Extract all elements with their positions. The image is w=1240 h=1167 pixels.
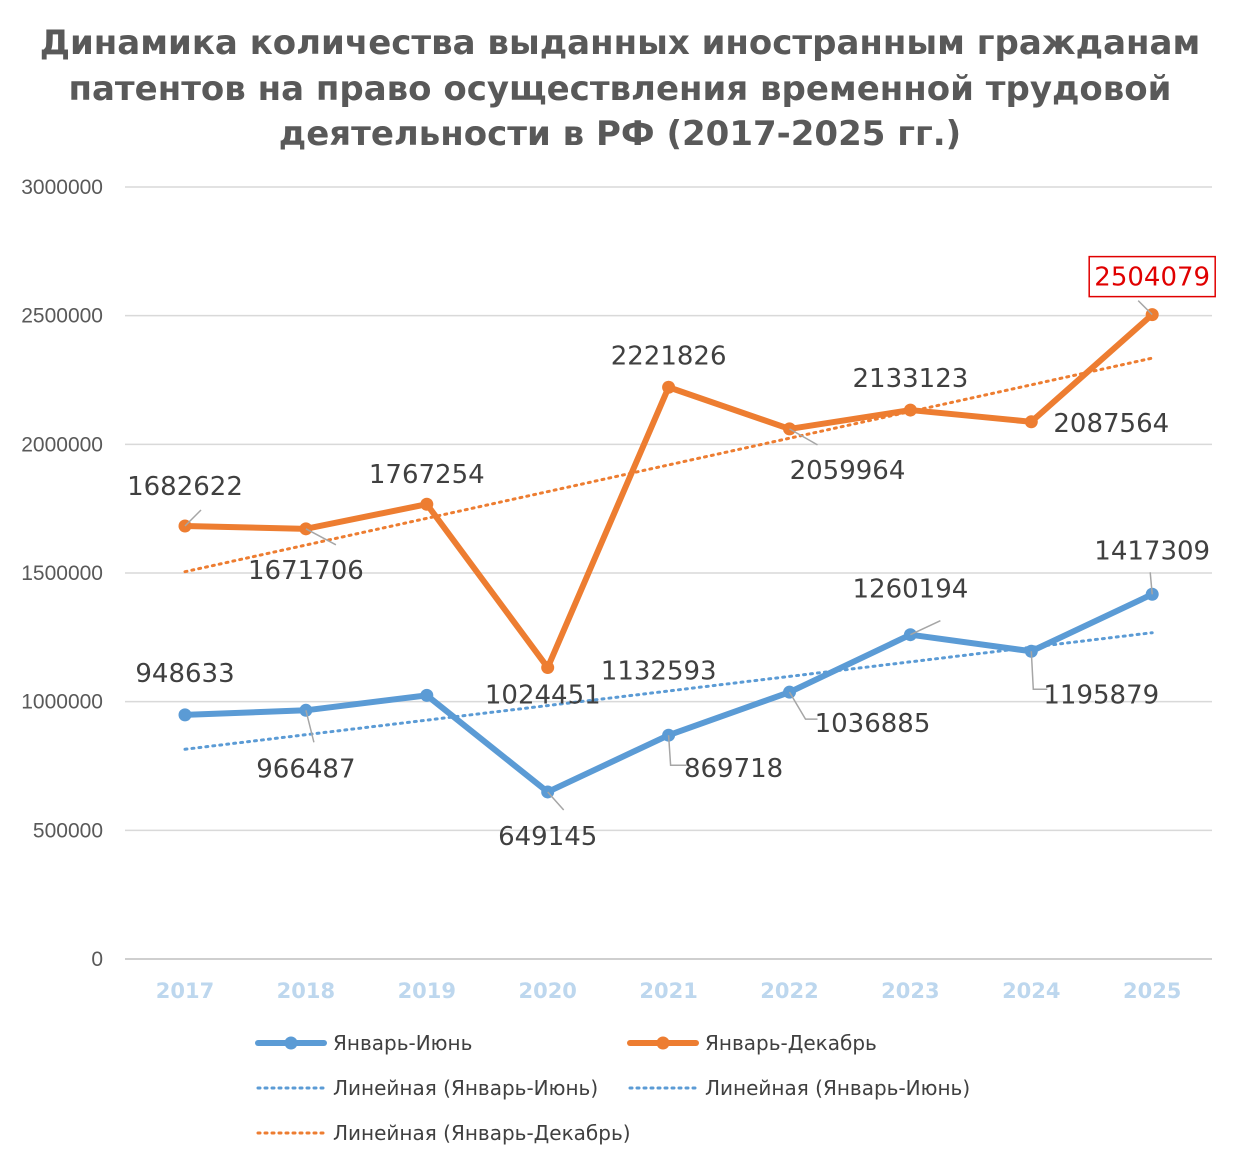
data-label: 948633 xyxy=(135,659,234,689)
legend-label: Линейная (Январь-Июнь) xyxy=(333,1076,598,1100)
leader-line xyxy=(910,620,941,636)
trendline xyxy=(183,631,1154,751)
data-label: 1682622 xyxy=(127,472,243,502)
data-label: 1024451 xyxy=(485,680,601,710)
x-tick-label: 2023 xyxy=(881,979,939,1003)
chart-title: Динамика количества выданных иностранным… xyxy=(40,23,1201,154)
data-label: 1036885 xyxy=(815,709,931,739)
data-label: 1767254 xyxy=(369,460,485,490)
data-label: 2059964 xyxy=(790,456,906,486)
label-leader-lines xyxy=(184,300,1153,811)
data-point xyxy=(178,708,192,722)
data-label: 1671706 xyxy=(248,556,364,586)
x-axis-ticks: 2017 2018 2019 2020 2021 2022 2023 2024 2025 xyxy=(156,979,1182,1003)
data-label: 966487 xyxy=(256,754,355,784)
data-label: 1417309 xyxy=(1094,536,1210,566)
y-tick-label: 500000 xyxy=(33,819,103,842)
leader-line xyxy=(1137,300,1153,316)
legend: Январь-Июнь Январь-Декабрь Линейная (Январ… xyxy=(255,1031,970,1145)
x-tick-label: 2020 xyxy=(518,979,576,1003)
data-label: 869718 xyxy=(684,754,783,784)
legend-marker xyxy=(656,1036,670,1050)
data-label: 2504079 xyxy=(1094,263,1210,293)
y-tick-label: 1000000 xyxy=(21,691,103,714)
data-label: 1132593 xyxy=(601,657,717,687)
data-label: 649145 xyxy=(498,822,597,852)
data-point xyxy=(541,661,555,675)
legend-label: Линейная (Январь-Декабрь) xyxy=(333,1121,631,1145)
leader-line xyxy=(547,791,565,811)
trendlines xyxy=(183,356,1154,751)
y-tick-label: 0 xyxy=(91,948,103,971)
y-axis-ticks: 0 500000 1000000 1500000 2000000 2500000 30000… xyxy=(21,176,103,971)
data-label: 1195879 xyxy=(1043,680,1159,710)
x-tick-label: 2025 xyxy=(1123,979,1181,1003)
leader-line xyxy=(788,691,818,720)
series-lines xyxy=(178,308,1159,799)
x-tick-label: 2017 xyxy=(156,979,214,1003)
y-tick-label: 2500000 xyxy=(21,305,103,328)
x-tick-label: 2019 xyxy=(398,979,456,1003)
legend-label: Январь-Июнь xyxy=(333,1031,472,1055)
leader-line xyxy=(667,735,687,766)
leader-line xyxy=(789,428,818,446)
data-label: 2087564 xyxy=(1053,409,1169,439)
x-tick-label: 2024 xyxy=(1002,979,1060,1003)
legend-marker xyxy=(284,1036,298,1050)
data-point xyxy=(420,497,434,511)
data-labels: 948633 966487 1024451 649145 869718 1036885 12… xyxy=(127,255,1216,852)
data-label: 2133123 xyxy=(853,364,969,394)
highlight-label-box xyxy=(1088,255,1216,298)
x-tick-label: 2021 xyxy=(639,979,697,1003)
y-tick-label: 3000000 xyxy=(21,176,103,199)
chart-title-line: деятельности в РФ (2017-2025 гг.) xyxy=(279,114,961,154)
data-point xyxy=(420,688,434,702)
y-tick-label: 1500000 xyxy=(21,562,103,585)
leader-line xyxy=(305,528,337,546)
data-point xyxy=(903,403,917,417)
chart-title-line: Динамика количества выданных иностранным… xyxy=(40,23,1201,63)
gridlines xyxy=(125,186,1212,960)
y-tick-label: 2000000 xyxy=(21,433,103,456)
leader-line xyxy=(184,509,202,527)
x-tick-label: 2022 xyxy=(760,979,818,1003)
leader-line xyxy=(1030,651,1048,691)
data-label: 1260194 xyxy=(853,575,969,605)
leader-line xyxy=(1149,572,1153,595)
data-point xyxy=(1024,415,1038,429)
legend-label: Январь-Декабрь xyxy=(705,1031,877,1055)
data-label: 2221826 xyxy=(611,341,727,371)
trendline xyxy=(183,356,1154,574)
leader-line xyxy=(305,710,315,743)
data-point xyxy=(662,380,676,394)
chart-title-line: патентов на право осуществления временно… xyxy=(69,69,1172,109)
x-tick-label: 2018 xyxy=(277,979,335,1003)
legend-label: Линейная (Январь-Июнь) xyxy=(705,1076,970,1100)
